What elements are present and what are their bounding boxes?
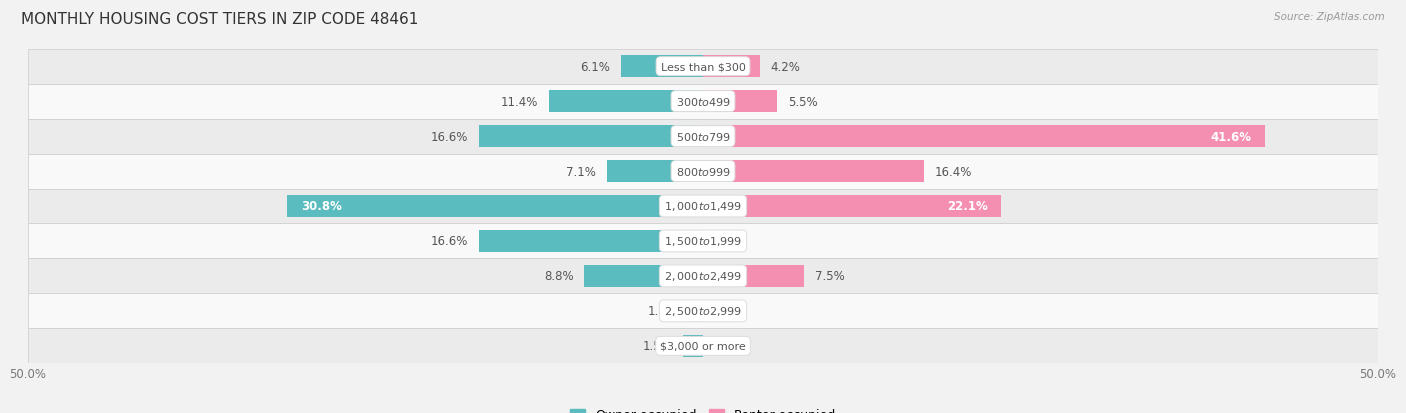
Text: $300 to $499: $300 to $499 xyxy=(675,96,731,108)
Bar xyxy=(28,189,1378,224)
Bar xyxy=(550,91,703,113)
Text: 11.4%: 11.4% xyxy=(501,95,538,108)
Text: $800 to $999: $800 to $999 xyxy=(675,166,731,178)
Bar xyxy=(28,50,1378,84)
Text: 0.0%: 0.0% xyxy=(714,305,744,318)
Text: 7.1%: 7.1% xyxy=(567,165,596,178)
Bar xyxy=(688,300,703,322)
Text: 16.6%: 16.6% xyxy=(430,130,468,143)
Text: Less than $300: Less than $300 xyxy=(661,62,745,72)
Text: 5.5%: 5.5% xyxy=(787,95,818,108)
Bar xyxy=(479,126,703,147)
Text: 0.0%: 0.0% xyxy=(714,339,744,352)
Bar xyxy=(703,266,804,287)
Bar xyxy=(620,56,703,78)
Bar xyxy=(28,119,1378,154)
Bar xyxy=(28,154,1378,189)
Bar xyxy=(607,161,703,183)
Bar xyxy=(703,161,924,183)
Text: $2,000 to $2,499: $2,000 to $2,499 xyxy=(664,270,742,283)
Text: 6.1%: 6.1% xyxy=(581,61,610,74)
Bar xyxy=(703,91,778,113)
Text: 16.4%: 16.4% xyxy=(935,165,973,178)
Text: MONTHLY HOUSING COST TIERS IN ZIP CODE 48461: MONTHLY HOUSING COST TIERS IN ZIP CODE 4… xyxy=(21,12,419,27)
Text: $3,000 or more: $3,000 or more xyxy=(661,341,745,351)
Text: 30.8%: 30.8% xyxy=(301,200,342,213)
Text: 8.8%: 8.8% xyxy=(544,270,574,283)
Bar xyxy=(28,259,1378,294)
Bar xyxy=(28,329,1378,363)
Bar xyxy=(703,196,1001,217)
Text: $1,500 to $1,999: $1,500 to $1,999 xyxy=(664,235,742,248)
Bar xyxy=(683,335,703,357)
Text: 41.6%: 41.6% xyxy=(1211,130,1251,143)
Bar xyxy=(479,230,703,252)
Bar xyxy=(703,56,759,78)
Bar xyxy=(585,266,703,287)
Text: 7.5%: 7.5% xyxy=(815,270,845,283)
Text: 1.1%: 1.1% xyxy=(648,305,678,318)
Text: 16.6%: 16.6% xyxy=(430,235,468,248)
Text: $500 to $799: $500 to $799 xyxy=(675,131,731,143)
Bar xyxy=(28,294,1378,329)
Text: 22.1%: 22.1% xyxy=(948,200,988,213)
Bar xyxy=(28,224,1378,259)
Text: 0.0%: 0.0% xyxy=(714,235,744,248)
Bar xyxy=(28,84,1378,119)
Text: 1.5%: 1.5% xyxy=(643,339,672,352)
Text: 4.2%: 4.2% xyxy=(770,61,800,74)
Legend: Owner-occupied, Renter-occupied: Owner-occupied, Renter-occupied xyxy=(565,404,841,413)
Bar xyxy=(287,196,703,217)
Bar xyxy=(703,126,1264,147)
Text: Source: ZipAtlas.com: Source: ZipAtlas.com xyxy=(1274,12,1385,22)
Text: $1,000 to $1,499: $1,000 to $1,499 xyxy=(664,200,742,213)
Text: $2,500 to $2,999: $2,500 to $2,999 xyxy=(664,305,742,318)
